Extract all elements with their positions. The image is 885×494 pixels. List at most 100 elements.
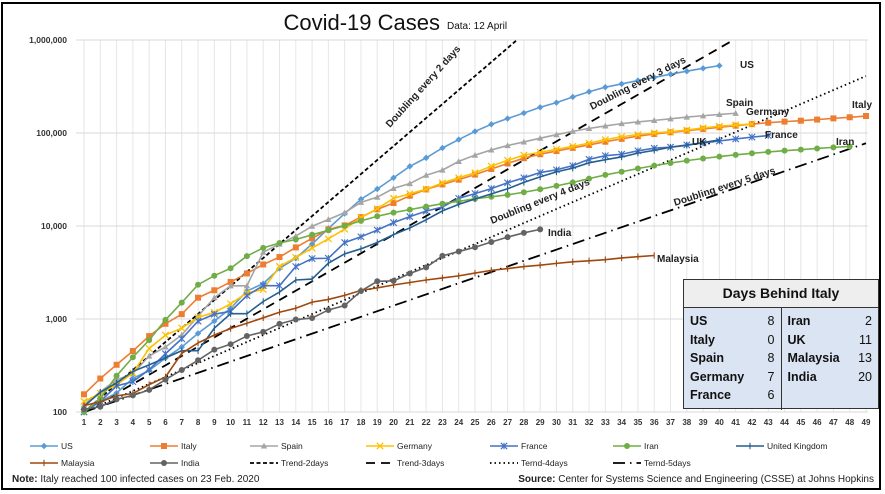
days-behind-row: Iran 2 bbox=[788, 312, 873, 331]
days-value: 2 bbox=[865, 314, 872, 328]
legend-item-germany: Germany bbox=[366, 441, 433, 451]
data-point bbox=[602, 138, 609, 145]
data-point bbox=[161, 331, 170, 339]
y-tick-label: 100 bbox=[53, 407, 67, 417]
data-point bbox=[275, 282, 284, 290]
data-point bbox=[97, 403, 104, 410]
data-point bbox=[488, 165, 495, 172]
data-point bbox=[520, 229, 527, 236]
data-point bbox=[422, 154, 430, 162]
data-point bbox=[569, 93, 576, 101]
data-point bbox=[732, 121, 740, 129]
data-point bbox=[406, 213, 414, 221]
data-point bbox=[341, 209, 348, 216]
y-tick-label: 1,000,000 bbox=[29, 35, 67, 45]
data-point bbox=[341, 302, 348, 309]
footnote: Note: Italy reached 100 infected cases o… bbox=[12, 474, 260, 485]
country-name: Germany bbox=[690, 369, 745, 384]
data-point bbox=[129, 375, 137, 382]
x-tick-label: 49 bbox=[862, 418, 871, 427]
data-point bbox=[145, 352, 153, 359]
data-point bbox=[472, 244, 478, 251]
data-point bbox=[390, 174, 397, 181]
series-line-united-kingdom bbox=[83, 139, 720, 407]
data-point bbox=[764, 132, 772, 140]
legend-label: Spain bbox=[281, 441, 303, 451]
data-point bbox=[471, 169, 479, 177]
data-point bbox=[455, 158, 462, 164]
data-point bbox=[406, 163, 414, 170]
x-tick-label: 14 bbox=[291, 418, 300, 427]
legend-marker bbox=[500, 442, 508, 450]
data-point bbox=[113, 396, 120, 403]
legend-label: United Kingdom bbox=[767, 441, 827, 451]
data-point bbox=[471, 151, 479, 158]
data-point bbox=[129, 347, 136, 354]
x-tick-label: 17 bbox=[340, 418, 349, 427]
days-behind-row: France 6 bbox=[690, 386, 775, 405]
data-point bbox=[683, 157, 690, 164]
x-tick-label: 29 bbox=[536, 418, 545, 427]
x-tick-label: 21 bbox=[405, 418, 414, 427]
x-tick-label: 5 bbox=[147, 418, 152, 427]
series-malaysia bbox=[83, 252, 655, 409]
days-behind-row: US 8 bbox=[690, 312, 775, 331]
data-point bbox=[178, 324, 186, 332]
data-point bbox=[520, 151, 528, 159]
series-united-kingdom bbox=[83, 136, 720, 410]
legend-item-ternd-4days: Ternd-4days bbox=[490, 458, 568, 468]
data-point bbox=[488, 239, 495, 246]
x-tick-label: 38 bbox=[682, 418, 691, 427]
data-point bbox=[586, 141, 593, 148]
days-behind-title: Days Behind Italy bbox=[684, 280, 878, 308]
data-point bbox=[536, 134, 544, 141]
legend-item-trend-3days: Trend-3days bbox=[366, 458, 444, 468]
data-point bbox=[260, 261, 267, 268]
source-label: Source: bbox=[518, 474, 555, 485]
legend-label: Ternd-5days bbox=[644, 458, 691, 468]
data-point bbox=[634, 77, 642, 84]
x-tick-label: 36 bbox=[650, 418, 659, 427]
data-point bbox=[309, 235, 316, 242]
data-point bbox=[129, 378, 137, 386]
x-tick-label: 45 bbox=[796, 418, 805, 427]
data-point bbox=[178, 335, 186, 343]
legend-item-france: France bbox=[490, 441, 548, 451]
data-point bbox=[211, 294, 218, 301]
series-label-spain: Spain bbox=[726, 98, 753, 109]
data-point bbox=[390, 209, 397, 216]
x-tick-label: 19 bbox=[373, 418, 382, 427]
data-point bbox=[700, 125, 707, 132]
x-tick-label: 43 bbox=[764, 418, 773, 427]
legend-label: Germany bbox=[397, 441, 433, 451]
data-point bbox=[863, 113, 869, 120]
data-point bbox=[211, 346, 218, 353]
x-tick-label: 33 bbox=[601, 418, 610, 427]
data-point bbox=[113, 372, 120, 379]
data-point bbox=[666, 128, 675, 136]
x-tick-label: 26 bbox=[487, 418, 496, 427]
data-point bbox=[439, 181, 446, 188]
x-tick-label: 40 bbox=[715, 418, 724, 427]
legend-label: Ternd-4days bbox=[521, 458, 568, 468]
data-point bbox=[569, 142, 577, 151]
legend-item-spain: Spain bbox=[250, 441, 303, 451]
data-point bbox=[146, 337, 153, 344]
data-point bbox=[814, 116, 821, 123]
x-tick-label: 28 bbox=[519, 418, 528, 427]
data-point bbox=[634, 133, 641, 140]
data-point bbox=[439, 252, 446, 259]
trend-line-ternd-5days bbox=[83, 142, 867, 413]
data-point bbox=[243, 282, 251, 289]
days-behind-row: India 20 bbox=[788, 368, 873, 387]
data-point bbox=[487, 162, 495, 170]
data-point bbox=[406, 206, 413, 213]
y-tick-label: 1,000 bbox=[46, 314, 68, 324]
data-point bbox=[357, 199, 365, 205]
x-tick-label: 6 bbox=[163, 418, 168, 427]
x-tick-label: 30 bbox=[552, 418, 561, 427]
data-point bbox=[732, 151, 739, 158]
series-iran bbox=[81, 143, 853, 415]
data-point bbox=[765, 119, 772, 126]
